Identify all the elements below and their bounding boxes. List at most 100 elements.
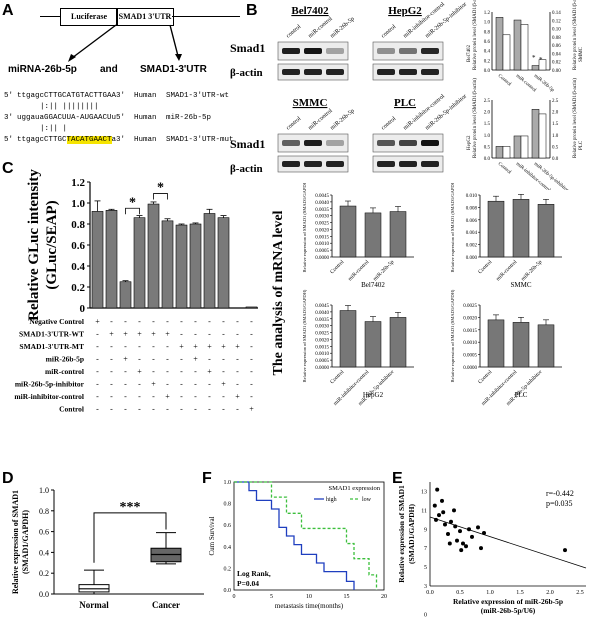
km-chart: 0.0 0.2 0.4 0.6 0.8 1.0 0 5 10 15 20 Cum Survival me… [208,480,387,610]
gluc-grid-cell: - [138,342,141,351]
seq-five-end: 3' [4,114,14,122]
gluc-grid-cell: + [151,380,156,389]
blot-band-actin [377,69,395,75]
km-tick-x: 5 [270,594,273,600]
gluc-grid-cell: - [208,355,211,364]
quant-star: * [539,56,543,64]
quant-tick-left: 2.5 [484,99,491,104]
gluc-grid-cell: - [124,317,127,326]
gluc-tick-label: 0 [80,303,86,315]
gluc-grid-cell: - [138,392,141,401]
scatter-point [434,517,438,522]
km-tick-x: 15 [344,594,350,600]
quant-tick-right: 0.10 [552,28,561,33]
mrna-tick-label: 0.0045 [315,194,329,199]
gluc-grid-cell: + [123,330,128,339]
blot-band-actin [399,69,417,75]
km-tick-x: 0 [233,594,236,600]
gluc-grid-cell: - [138,355,141,364]
blot-row-actin: β-actin [230,67,263,79]
quant-bar-SMMC [538,59,547,71]
gluc-grid-cell: - [138,317,141,326]
mrna-tick-label: 0.0020 [463,316,477,321]
mrna-ylabel: Relative expression of SMAD1 (SMAD1/GAPD… [450,289,455,382]
km-tick-y: 0.6 [224,523,232,529]
quant-tick-left: 0.5 [484,145,491,150]
quant-right-legend: SMMC [579,46,584,62]
quant-right-axis-label: Relative protein level (SMAD1/β-actin) [573,0,578,70]
blot-band-actin [421,69,439,75]
quant-left-legend: Bel7402 [467,45,472,62]
scatter-ylabel-1: Relative expression of SMAD1 [397,485,406,583]
gluc-bracket [153,193,168,200]
box-bracket [93,512,167,563]
gluc-grid-cell: - [166,380,169,389]
mrna-tick-label: 0.0010 [463,341,477,346]
gluc-grid-cell: - [124,342,127,351]
mrna-plot-name: PLC [515,391,528,399]
gluc-grid-cell: - [180,405,183,414]
gluc-grid-cell: - [110,317,113,326]
km-tick-y: 0.8 [224,502,232,508]
seq-name: miR-26b-5p [166,114,212,122]
scatter-xlabel-2: (miR-26b-5p/U6) [481,606,536,615]
gluc-grid-cell: + [151,330,156,339]
gluc-grid-cell: - [236,330,239,339]
scatter-tick-y: 13 [421,489,427,495]
mrna-tick-label: 0.0005 [315,359,329,364]
mrna-tick-label: 0.0000 [315,366,329,371]
scatter-tick-x: 1.5 [516,590,524,596]
mrna-tick-label: 0.000 [466,256,478,261]
gluc-grid-cell: - [208,380,211,389]
mrna-bar [512,199,530,258]
mrna-tick-label: 0.0010 [315,352,329,357]
mrna-tick-label: 0.0040 [315,201,329,206]
mrna-ylabel: Relative expression of SMAD1 (SMAD1/GAPD… [450,183,455,272]
blot-band-smad [304,48,322,54]
quant-tick-right: 0.12 [552,19,561,24]
gluc-grid-cell: - [236,367,239,376]
blot-lane-label: miR-26b-5p-inhibitor [424,94,468,132]
mrna-bar [339,205,357,258]
gluc-chart: 0 0.2 0.4 0.6 0.8 1.0 1.2 Relative GLuc intensi… [14,169,258,414]
blot-band-smad [326,48,344,54]
arrow-left-head [68,54,76,62]
gluc-grid-cell: - [110,342,113,351]
seq-name: SMAD1-3'UTR-wt [166,92,230,100]
box-sig: *** [120,500,141,515]
mrna-tick-label: 0.002 [466,244,478,249]
scatter-stat-p: p=0.035 [546,499,573,508]
gluc-tick-label: 1.2 [71,177,85,189]
gluc-grid-cell: - [194,380,197,389]
seq-name: SMAD1-3'UTR-mut [166,136,234,144]
panel-c-label: C [2,160,14,177]
blot-band-smad [399,140,417,146]
gluc-grid-cell: - [110,367,113,376]
scatter-tick-y: 3 [424,584,427,590]
quant-bar-PLC [502,146,511,159]
gluc-bar [91,211,104,309]
mrna-cat-label: miR-26b-5p [372,259,395,282]
mrna-tick-label: 0.0020 [315,228,329,233]
gluc-ylabel-2: (GLuc/SEAP) [44,200,60,289]
blot-band-actin [421,161,439,167]
quant-bar-PLC [538,113,547,159]
gluc-tick-label: 0.4 [71,261,85,273]
seq-pre: ttgagcCTTGC [17,136,67,144]
blot-lane-label: control [380,24,397,40]
gluc-grid-cell: - [110,355,113,364]
gluc-grid-cell: - [208,392,211,401]
mrna-tick-label: 0.0000 [315,256,329,261]
quant-tick-left: 0.6 [484,40,491,45]
gluc-grid-cell: - [250,380,253,389]
gluc-grid-cell: - [166,355,169,364]
gluc-grid-cell: - [194,392,197,401]
gluc-grid-cell: - [152,342,155,351]
arrow-right [169,24,179,57]
km-tick-y: 1.0 [224,480,232,486]
blot-band-smad [282,48,300,54]
quant-left-axis-label: Relative protein level (SMAD1/β-actin) [473,78,478,158]
blot-band-smad [326,140,344,146]
gluc-grid-cell: + [123,355,128,364]
km-legend-high: high [326,497,337,503]
